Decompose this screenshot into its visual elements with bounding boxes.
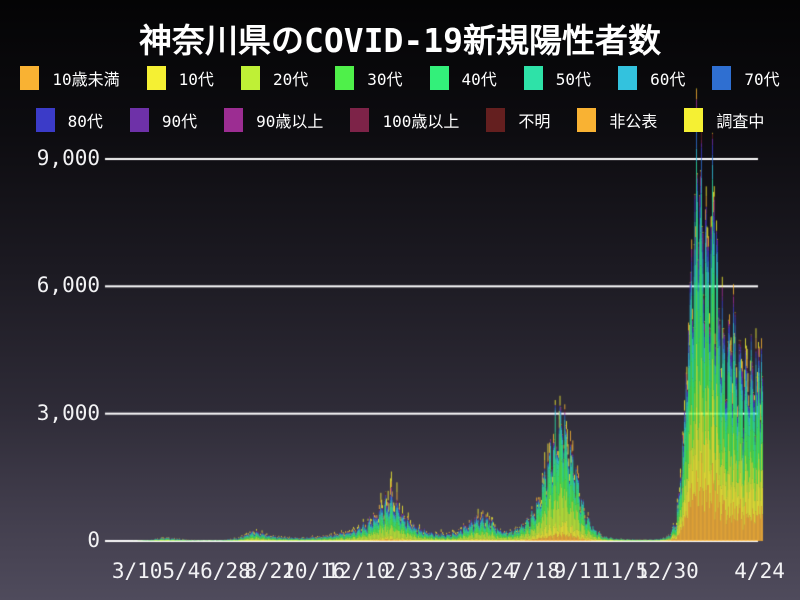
legend-item: 80代 [35, 108, 103, 132]
legend-swatch-icon [129, 108, 149, 132]
legend-swatch-icon [577, 108, 597, 132]
y-tick-label: 3,000 [36, 400, 100, 425]
legend-swatch-icon [240, 66, 260, 90]
legend-item: 40代 [429, 66, 497, 90]
legend-label: 10歳未満 [52, 70, 120, 89]
x-tick-label: 3/10 [111, 559, 163, 583]
x-tick-label: 11/5 [597, 559, 649, 583]
x-tick-label: 3/30 [421, 559, 472, 583]
x-tick-label: 12/30 [635, 559, 699, 583]
legend-label: 10代 [178, 70, 214, 89]
legend-swatch-icon [618, 66, 638, 90]
legend-label: 90歳以上 [256, 112, 324, 131]
x-tick-label: 9/11 [553, 559, 605, 583]
x-tick-label: 12/10 [326, 559, 390, 583]
legend-swatch-icon [486, 108, 506, 132]
legend-swatch-icon [712, 66, 732, 90]
x-tick-label: 2/3 [383, 559, 422, 583]
legend-swatch-icon [523, 66, 543, 90]
legend-item: 60代 [618, 66, 685, 90]
legend-item: 30代 [335, 66, 403, 90]
legend-item: 20代 [240, 66, 309, 90]
x-tick-label: 4/24 [734, 559, 785, 583]
legend-label: 40代 [461, 70, 497, 89]
legend-swatch-icon [684, 108, 704, 132]
legend-item: 100歳以上 [350, 108, 459, 132]
legend-label: 70代 [744, 70, 780, 89]
y-tick-label: 9,000 [36, 146, 100, 170]
legend-row-2: 80代 90代 90歳以上 100歳以上 不明 非公表 調査中 [0, 108, 800, 132]
legend-label: 不明 [518, 112, 551, 131]
legend-item: 10歳未満 [20, 66, 120, 90]
x-tick-label: 5/4 [162, 559, 201, 583]
legend-label: 調査中 [716, 112, 765, 131]
legend-label: 100歳以上 [382, 112, 460, 131]
legend-label: 20代 [272, 70, 309, 89]
legend-swatch-icon [20, 66, 40, 90]
legend-swatch-icon [224, 108, 244, 132]
legend-item: 10代 [146, 66, 214, 90]
y-tick-label: 6,000 [36, 273, 100, 298]
legend-swatch-icon [146, 66, 166, 90]
legend-swatch-icon [335, 66, 355, 90]
x-tick-label: 8/22 [244, 559, 295, 583]
legend-label: 60代 [650, 70, 686, 89]
legend-swatch-icon [429, 66, 449, 90]
legend-label: 30代 [367, 70, 403, 89]
legend-row-1: 10歳未満 10代 20代 30代 40代 50代 60代 70代 [0, 66, 800, 90]
legend-label: 80代 [67, 112, 103, 131]
legend-item: 70代 [712, 66, 780, 90]
chart-title: 神奈川県のCOVID-19新規陽性者数 [139, 21, 661, 60]
x-tick-label: 7/18 [509, 559, 560, 583]
y-tick-label: 0 [87, 528, 100, 552]
legend-swatch-icon [350, 108, 370, 132]
legend-item: 不明 [486, 108, 550, 132]
legend-label: 90代 [161, 112, 198, 131]
legend-item: 50代 [523, 66, 592, 90]
legend-item: 調査中 [684, 108, 764, 132]
x-tick-label: 5/24 [465, 559, 516, 583]
legend-label: 50代 [555, 70, 592, 89]
legend-label: 非公表 [609, 112, 658, 131]
legend-item: 90代 [129, 108, 198, 132]
legend-item: 非公表 [577, 108, 657, 132]
legend-item: 90歳以上 [224, 108, 323, 132]
x-tick-label: 6/28 [200, 559, 251, 583]
legend-swatch-icon [35, 108, 55, 132]
x-tick-label: 10/16 [282, 559, 346, 583]
